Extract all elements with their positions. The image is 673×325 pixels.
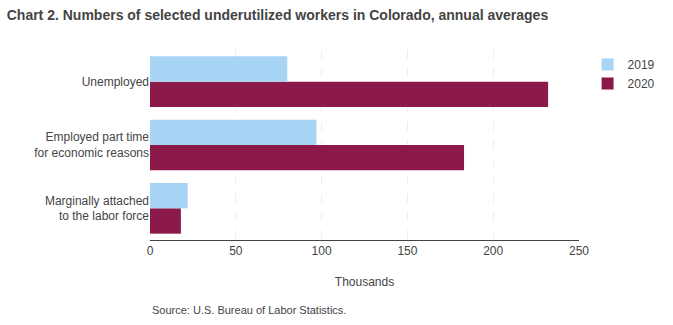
- svg-text:Marginally attachedto the labo: Marginally attachedto the labor force: [45, 194, 149, 224]
- svg-text:Thousands: Thousands: [335, 275, 394, 289]
- svg-text:Source: U.S. Bureau of Labor S: Source: U.S. Bureau of Labor Statistics.: [152, 304, 346, 316]
- svg-text:Chart 2. Numbers of selected u: Chart 2. Numbers of selected underutiliz…: [7, 7, 549, 23]
- svg-text:50: 50: [229, 244, 243, 258]
- svg-text:0: 0: [147, 244, 154, 258]
- svg-text:Employed part timefor economic: Employed part timefor economic reasons: [34, 130, 149, 160]
- svg-text:2020: 2020: [628, 77, 655, 91]
- svg-text:Unemployed: Unemployed: [82, 75, 149, 89]
- svg-text:200: 200: [483, 244, 503, 258]
- svg-text:2019: 2019: [628, 58, 655, 72]
- svg-text:250: 250: [569, 244, 589, 258]
- svg-text:100: 100: [312, 244, 332, 258]
- svg-text:150: 150: [397, 244, 417, 258]
